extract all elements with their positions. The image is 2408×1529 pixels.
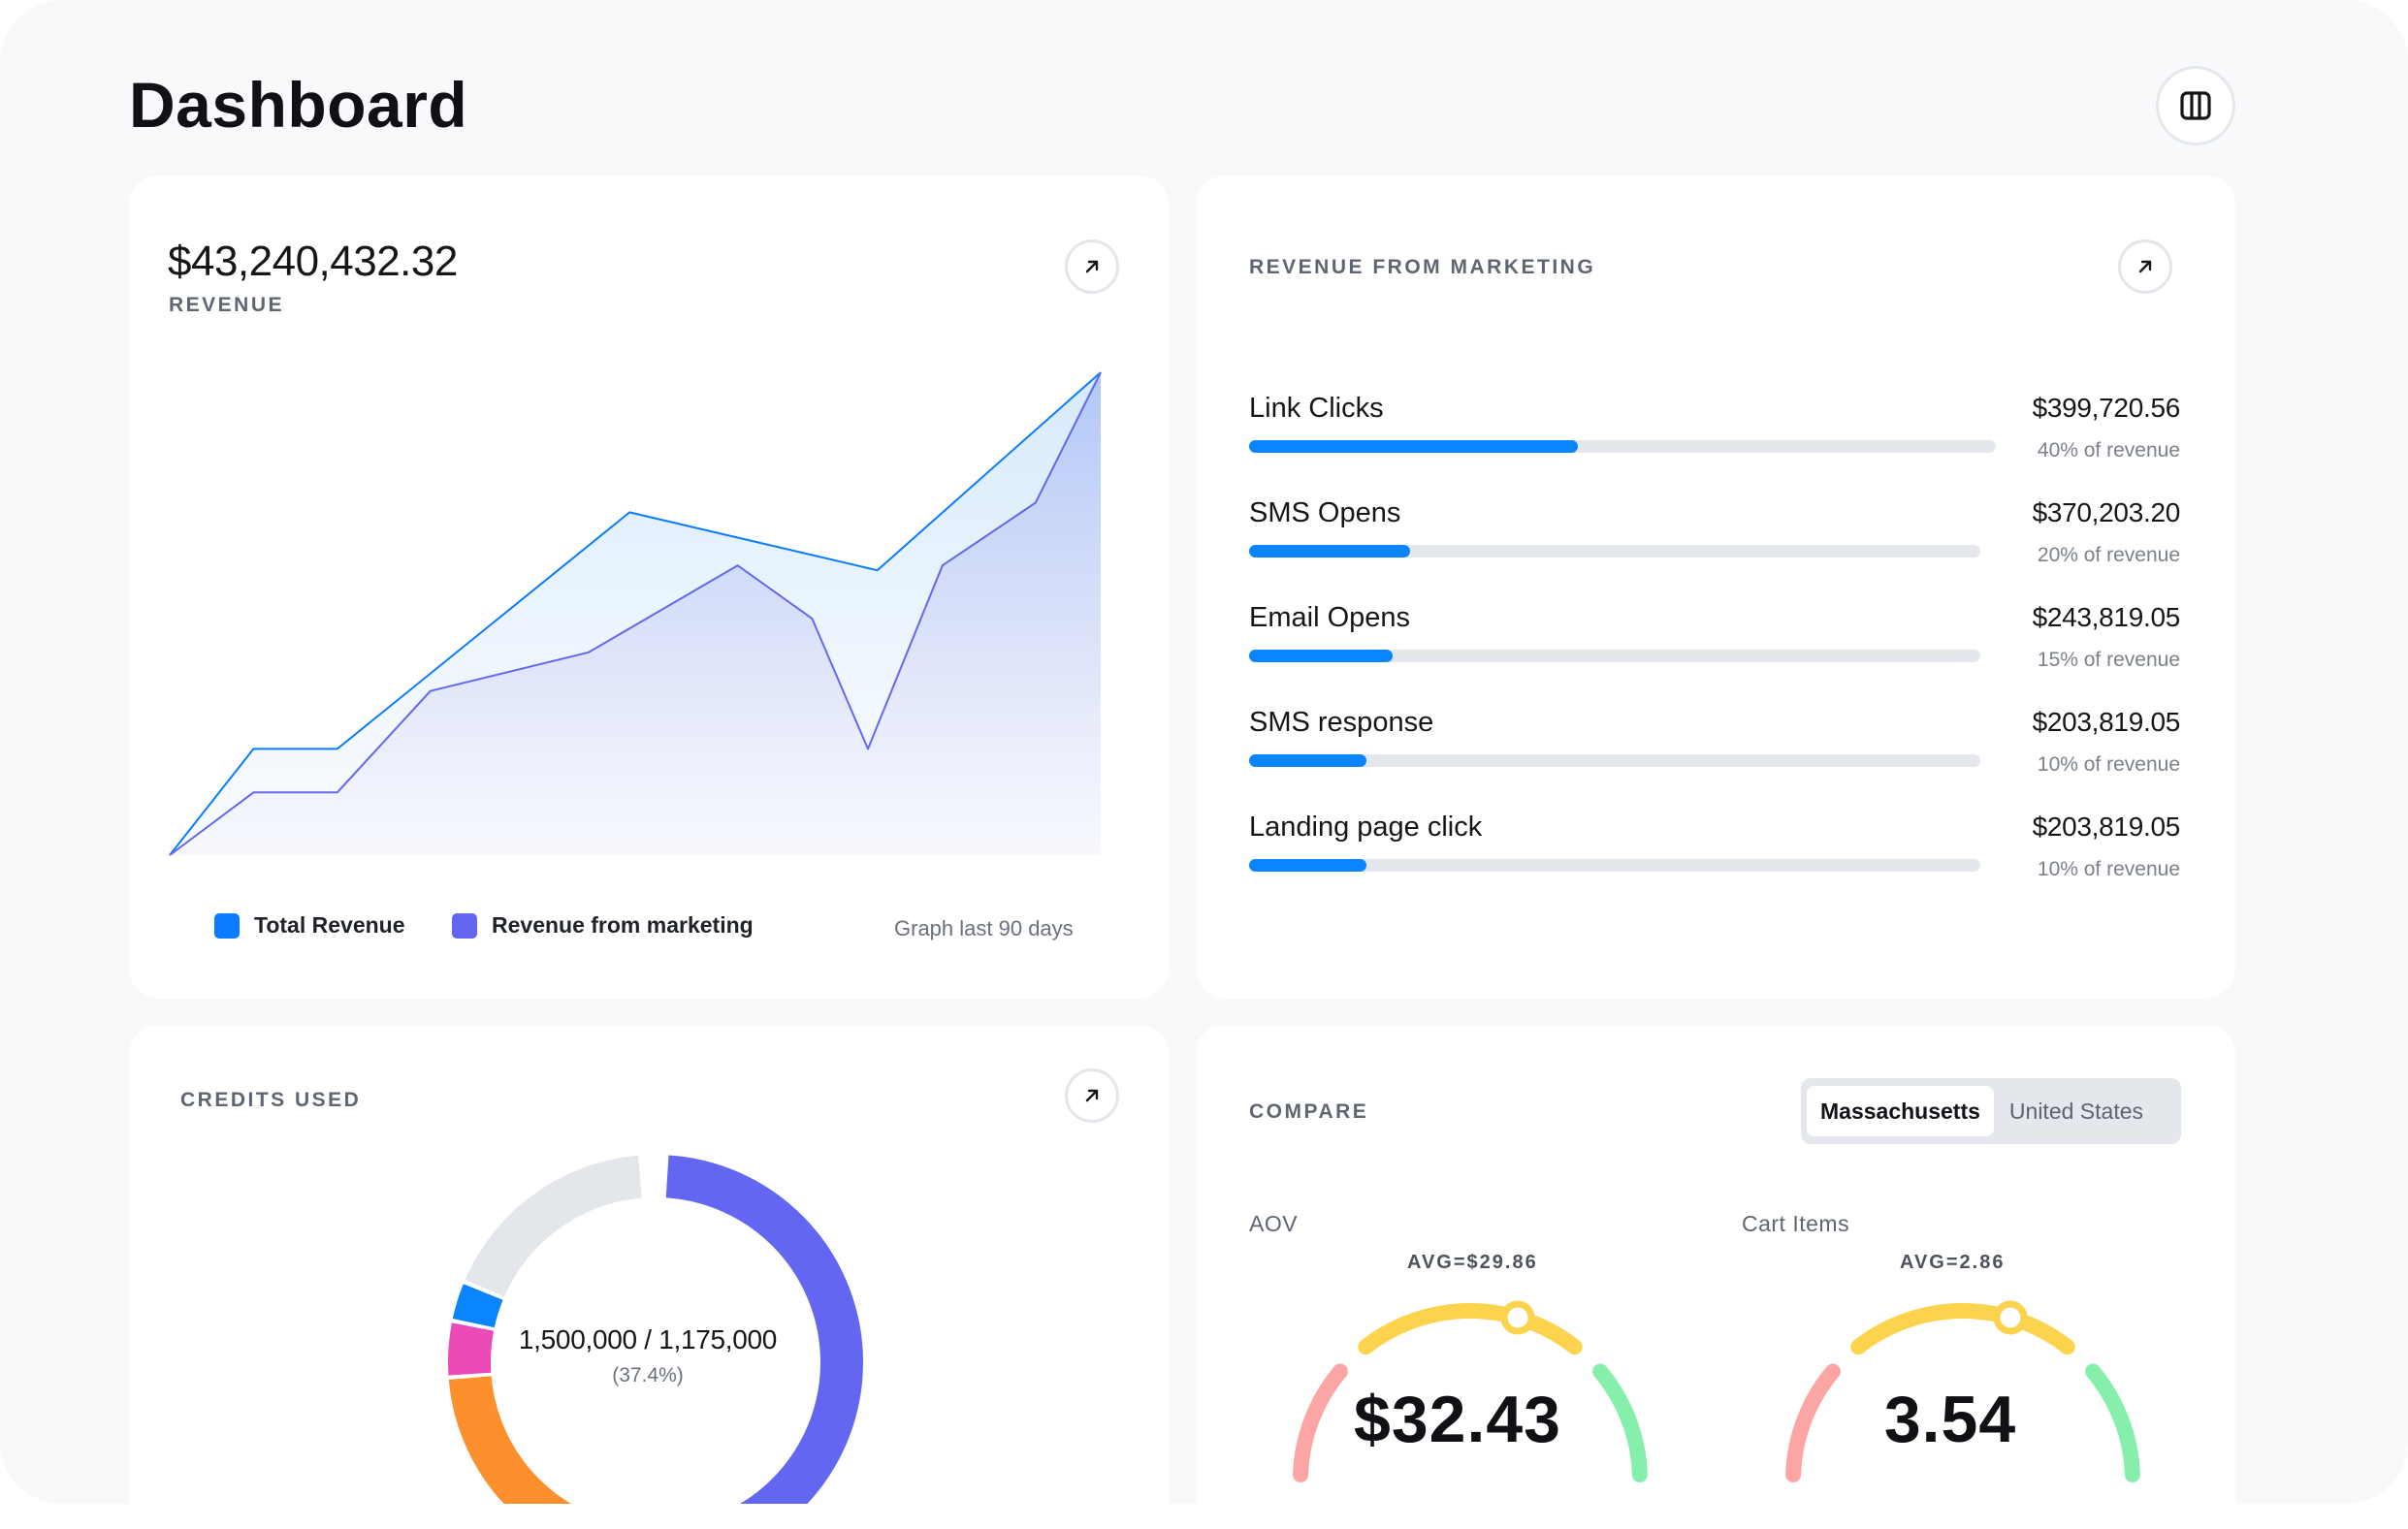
series-line-total bbox=[169, 371, 1102, 856]
donut-segment-remaining bbox=[465, 1155, 643, 1297]
row-label: SMS response bbox=[1249, 707, 1434, 738]
metric-title-aov: AOV bbox=[1249, 1211, 1299, 1236]
row-label: Email Opens bbox=[1249, 602, 1411, 633]
credits-title: CREDITS USED bbox=[180, 1089, 362, 1111]
progress-track bbox=[1249, 650, 1980, 662]
marketing-open-button[interactable] bbox=[2118, 239, 2172, 294]
marketing-row-email-opens[interactable]: Email Opens $243,819.05 15% of revenue bbox=[1249, 602, 2180, 699]
avg-label-aov: AVG=$29.86 bbox=[1407, 1252, 1538, 1273]
compare-card: COMPARE Massachusetts United States AOV … bbox=[1196, 1025, 2235, 1529]
credits-usage-percent: (37.4%) bbox=[612, 1364, 684, 1386]
gauge-mid-arc bbox=[1358, 1303, 1583, 1355]
row-share: 10% of revenue bbox=[2037, 858, 2180, 880]
progress-fill bbox=[1249, 545, 1410, 557]
progress-fill bbox=[1249, 440, 1578, 453]
metric-title-cart-items: Cart Items bbox=[1742, 1211, 1850, 1236]
row-value: $370,203.20 bbox=[2032, 497, 2181, 527]
row-share: 15% of revenue bbox=[2037, 649, 2180, 671]
region-toggle: Massachusetts United States bbox=[1801, 1078, 2181, 1144]
legend-total-revenue: Total Revenue bbox=[214, 912, 405, 939]
row-share: 10% of revenue bbox=[2037, 753, 2180, 776]
credits-donut-chart bbox=[448, 1155, 863, 1504]
marketing-row-sms-opens[interactable]: SMS Opens $370,203.20 20% of revenue bbox=[1249, 497, 2180, 594]
donut-segment-purple bbox=[665, 1155, 863, 1504]
gauge-low-arc bbox=[1785, 1363, 1841, 1482]
legend-swatch-marketing bbox=[452, 912, 477, 939]
columns-icon bbox=[2180, 91, 2211, 120]
revenue-card: $43,240,432.32 REVENUE bbox=[129, 175, 1169, 998]
revenue-area-chart bbox=[169, 371, 1102, 856]
progress-track bbox=[1249, 440, 1996, 453]
donut-segment-orange bbox=[448, 1375, 571, 1504]
gauge-high-arc bbox=[2085, 1363, 2140, 1482]
progress-track bbox=[1249, 545, 1980, 557]
progress-fill bbox=[1249, 859, 1366, 872]
progress-fill bbox=[1249, 650, 1393, 662]
row-label: SMS Opens bbox=[1249, 497, 1401, 528]
credits-usage-value: 1,500,000 / 1,175,000 bbox=[518, 1324, 778, 1354]
row-label: Landing page click bbox=[1249, 812, 1483, 843]
avg-label-cart-items: AVG=2.86 bbox=[1900, 1252, 2006, 1273]
gauge-value-cart-items: 3.54 bbox=[1883, 1383, 2017, 1456]
donut-segment-blue bbox=[452, 1284, 503, 1328]
compare-gauges bbox=[1293, 1300, 2140, 1482]
legend-swatch-total bbox=[214, 912, 240, 939]
page-title: Dashboard bbox=[129, 69, 468, 141]
gauge-marker bbox=[1993, 1300, 2028, 1335]
marketing-row-landing-page-click[interactable]: Landing page click $203,819.05 10% of re… bbox=[1249, 812, 2180, 908]
arrow-up-right-icon bbox=[1085, 260, 1099, 273]
row-share: 40% of revenue bbox=[2037, 439, 2180, 462]
row-value: $203,819.05 bbox=[2032, 812, 2181, 842]
credits-open-button[interactable] bbox=[1065, 1068, 1119, 1123]
row-label: Link Clicks bbox=[1249, 393, 1384, 424]
arrow-up-right-icon bbox=[2138, 260, 2152, 273]
legend-label-total: Total Revenue bbox=[254, 912, 405, 938]
series-line-marketing bbox=[169, 371, 1102, 856]
marketing-title: REVENUE FROM MARKETING bbox=[1249, 256, 1596, 278]
gauge-value-aov: $32.43 bbox=[1354, 1383, 1561, 1456]
row-value: $243,819.05 bbox=[2032, 602, 2181, 632]
row-value: $399,720.56 bbox=[2032, 393, 2181, 423]
area-fill-marketing bbox=[170, 372, 1101, 855]
row-share: 20% of revenue bbox=[2037, 544, 2180, 566]
revenue-open-button[interactable] bbox=[1065, 239, 1119, 294]
arrow-up-right-icon bbox=[1085, 1089, 1099, 1102]
credits-card: CREDITS USED 1,500,000 / 1,175,000 (37.4… bbox=[129, 1025, 1169, 1529]
gauge-mid-arc bbox=[1850, 1303, 2075, 1355]
region-option-united-states[interactable]: United States bbox=[2008, 1099, 2144, 1124]
gauge-low-arc bbox=[1293, 1363, 1348, 1482]
region-option-massachusetts[interactable]: Massachusetts bbox=[1807, 1086, 1994, 1136]
row-value: $203,819.05 bbox=[2032, 707, 2181, 737]
marketing-row-link-clicks[interactable]: Link Clicks $399,720.56 40% of revenue bbox=[1249, 393, 2180, 490]
compare-title: COMPARE bbox=[1249, 1100, 1369, 1123]
donut-segment-pink bbox=[448, 1322, 495, 1376]
progress-track bbox=[1249, 859, 1980, 872]
gauge-marker bbox=[1500, 1300, 1535, 1335]
legend-revenue-marketing: Revenue from marketing bbox=[452, 912, 754, 939]
marketing-card: REVENUE FROM MARKETING Link Clicks $399,… bbox=[1196, 175, 2235, 998]
progress-fill bbox=[1249, 754, 1366, 767]
graph-period-note: Graph last 90 days bbox=[894, 916, 1074, 940]
progress-track bbox=[1249, 754, 1980, 767]
revenue-label: REVENUE bbox=[169, 294, 285, 316]
legend-label-marketing: Revenue from marketing bbox=[492, 912, 754, 938]
marketing-row-sms-response[interactable]: SMS response $203,819.05 10% of revenue bbox=[1249, 707, 2180, 804]
layout-toggle-button[interactable] bbox=[2156, 66, 2235, 145]
gauge-high-arc bbox=[1592, 1363, 1648, 1482]
revenue-amount: $43,240,432.32 bbox=[168, 238, 458, 285]
